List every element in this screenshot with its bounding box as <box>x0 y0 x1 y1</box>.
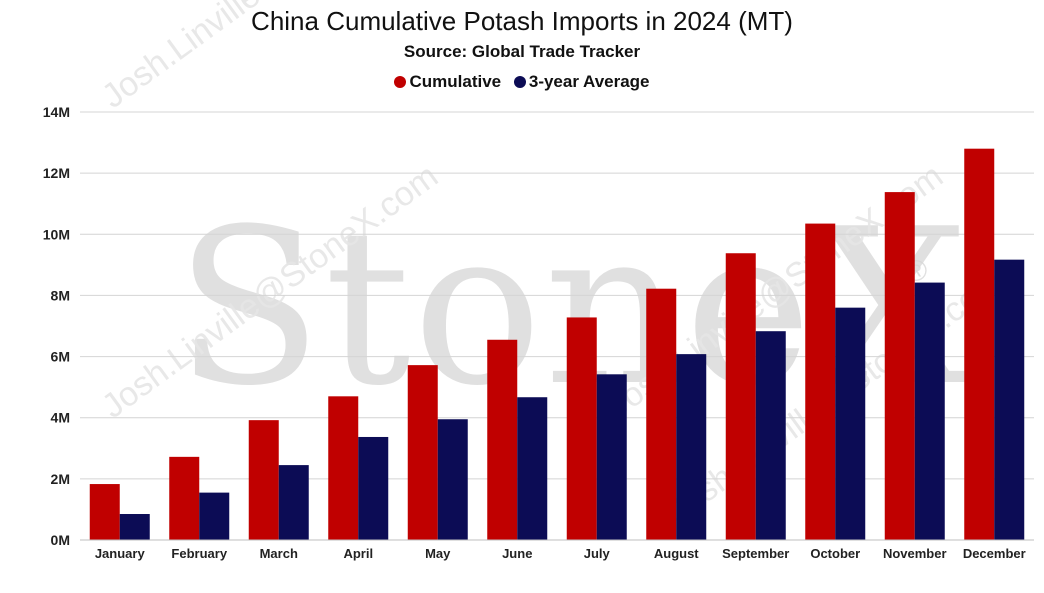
bar-cumulative <box>964 148 995 540</box>
x-tick-label: December <box>963 546 1026 561</box>
legend-swatch-average <box>513 76 526 88</box>
bar-3-year-average <box>278 465 309 540</box>
bar-3-year-average <box>517 397 548 540</box>
x-tick-label: June <box>502 546 532 561</box>
bar-cumulative <box>407 365 438 540</box>
bar-cumulative <box>725 253 756 541</box>
x-tick-label: February <box>171 546 227 561</box>
bar-cumulative <box>884 192 915 540</box>
legend-item-average[interactable]: 3-year Average <box>513 72 650 92</box>
bar-cumulative <box>487 339 518 540</box>
x-tick-label: April <box>343 546 373 561</box>
legend-swatch-cumulative <box>394 76 407 88</box>
y-tick-label: 8M <box>51 287 70 303</box>
y-tick-label: 12M <box>43 165 70 181</box>
bar-3-year-average <box>358 436 389 540</box>
bar-3-year-average <box>914 282 945 540</box>
bar-cumulative <box>328 396 359 540</box>
bar-3-year-average <box>755 331 786 540</box>
legend-label-average: 3-year Average <box>528 72 650 91</box>
x-tick-label: September <box>722 546 789 561</box>
x-tick-label: October <box>810 546 860 561</box>
x-tick-label: November <box>883 546 947 561</box>
x-tick-label: May <box>425 546 451 561</box>
chart-subtitle: Source: Global Trade Tracker <box>403 42 641 61</box>
x-tick-label: July <box>584 546 611 561</box>
y-tick-label: 4M <box>51 410 70 426</box>
bar-cumulative <box>805 223 836 541</box>
bar-cumulative <box>169 456 200 540</box>
bar-3-year-average <box>596 374 627 540</box>
y-tick-label: 10M <box>43 226 70 242</box>
bar-3-year-average <box>437 419 468 540</box>
legend-label-cumulative: Cumulative <box>409 72 502 91</box>
bar-3-year-average <box>676 354 707 540</box>
chart-title: China Cumulative Potash Imports in 2024 … <box>251 6 793 36</box>
y-tick-label: 14M <box>43 104 70 120</box>
x-tick-label: March <box>260 546 298 561</box>
bar-3-year-average <box>994 259 1025 540</box>
bar-cumulative <box>89 484 120 540</box>
bar-cumulative <box>646 288 677 540</box>
bar-3-year-average <box>199 492 230 540</box>
y-tick-label: 2M <box>51 471 70 487</box>
bar-3-year-average <box>119 514 150 540</box>
x-tick-label: January <box>95 546 146 561</box>
y-tick-label: 0M <box>51 532 70 548</box>
legend-item-cumulative[interactable]: Cumulative <box>394 72 501 92</box>
y-tick-label: 6M <box>51 349 70 365</box>
bar-cumulative <box>566 317 597 540</box>
x-tick-label: August <box>654 546 699 561</box>
bar-cumulative <box>248 420 279 540</box>
legend: Cumulative 3-year Average <box>0 72 1044 93</box>
bar-3-year-average <box>835 307 866 540</box>
